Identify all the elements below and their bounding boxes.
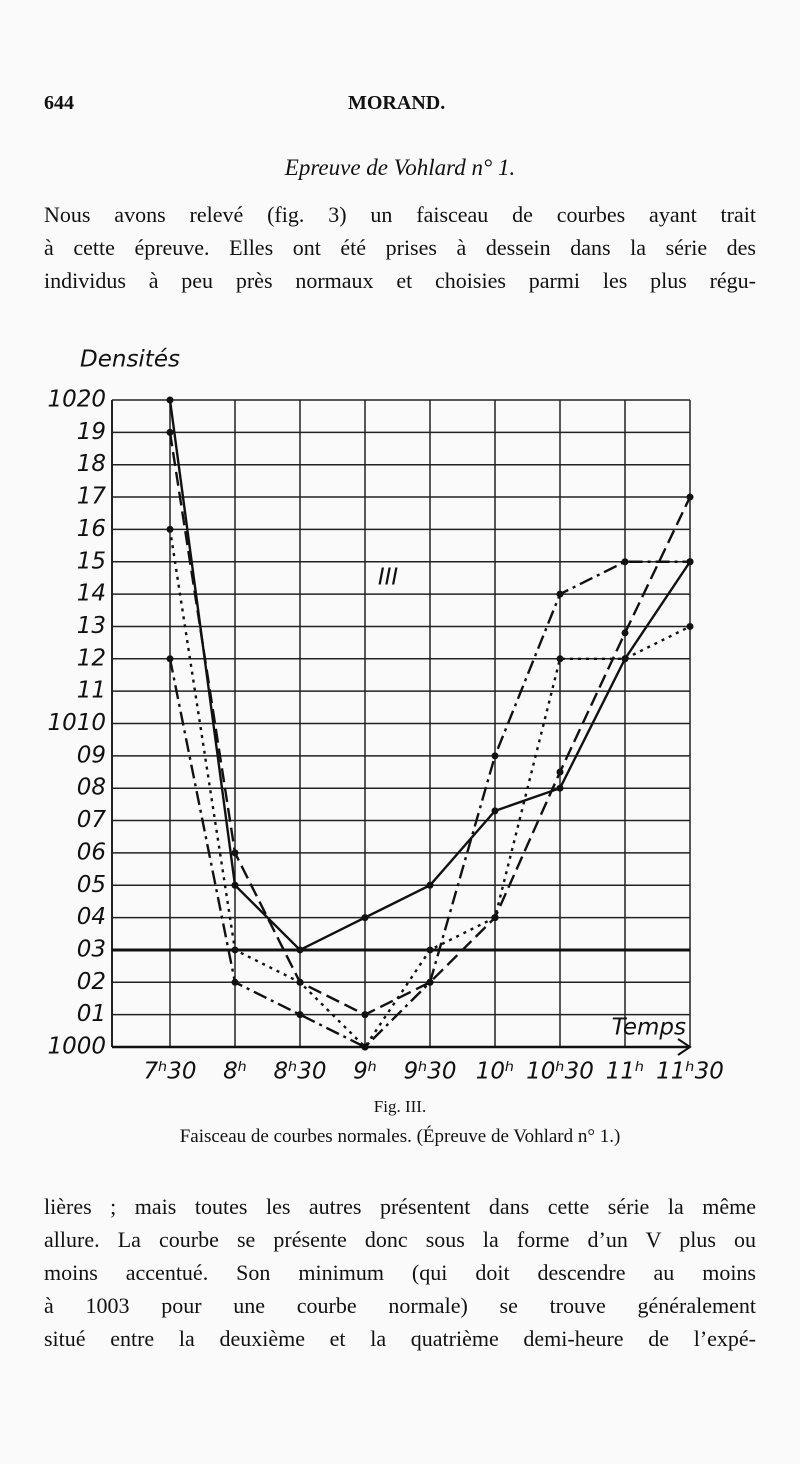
data-point <box>166 396 174 404</box>
x-tick-label: 9ʰ <box>353 1059 377 1085</box>
x-tick-label: 8ʰ30 <box>273 1059 326 1085</box>
data-point <box>556 655 564 663</box>
data-point <box>686 622 694 630</box>
y-tick-label: 08 <box>77 775 106 801</box>
data-point <box>491 807 499 815</box>
data-point <box>231 946 239 954</box>
data-point <box>231 978 239 986</box>
x-tick-label: 9ʰ30 <box>403 1059 456 1085</box>
text-line: lières ; mais toutes les autres présente… <box>44 1194 756 1219</box>
data-point <box>491 752 499 760</box>
y-tick-label: 14 <box>77 581 106 607</box>
y-axis-label: Densités <box>80 347 180 373</box>
annotation: III <box>378 565 399 591</box>
data-point <box>231 849 239 857</box>
data-point <box>686 493 694 501</box>
y-tick-label: 19 <box>77 419 106 445</box>
x-tick-label: 10ʰ <box>476 1059 514 1085</box>
data-point <box>296 946 304 954</box>
data-point <box>556 784 564 792</box>
figure-caption: Faisceau de courbes normales. (Épreuve d… <box>179 1126 621 1147</box>
data-point <box>166 428 174 436</box>
y-tick-label: 07 <box>77 807 107 833</box>
data-point <box>556 590 564 598</box>
y-tick-label: 02 <box>77 969 106 995</box>
y-tick-label: 11 <box>77 678 106 704</box>
text-line: Nous avons relevé (fig. 3) un faisceau d… <box>44 202 756 227</box>
text-line: à cette épreuve. Elles ont été prises à … <box>44 235 756 260</box>
data-point <box>621 655 629 663</box>
data-point <box>361 1011 369 1019</box>
x-tick-label: 10ʰ30 <box>526 1059 594 1085</box>
page-number: 644 <box>44 92 74 114</box>
data-point <box>361 1043 369 1051</box>
series-line <box>168 432 692 1016</box>
data-point <box>491 914 499 922</box>
text-line: situé entre la deuxième et la quatrième … <box>44 1326 756 1351</box>
data-point <box>231 881 239 889</box>
y-tick-label: 1000 <box>47 1034 106 1060</box>
section-title: Epreuve de Vohlard n° 1. <box>284 155 516 180</box>
y-tick-label: 01 <box>77 1001 106 1027</box>
axis-arrow <box>677 1038 692 1056</box>
data-point <box>296 1011 304 1019</box>
x-axis-label: Temps <box>612 1015 686 1041</box>
x-tick-label: 7ʰ30 <box>143 1059 196 1085</box>
data-point <box>361 914 369 922</box>
y-tick-label: 13 <box>77 613 106 639</box>
data-point <box>296 978 304 986</box>
x-tick-label: 8ʰ <box>223 1059 247 1085</box>
figure-label: Fig. III. <box>373 1097 427 1116</box>
text-line: individus à peu près normaux et choisies… <box>44 268 756 293</box>
data-point <box>621 629 629 637</box>
data-point <box>426 978 434 986</box>
data-point <box>166 655 174 663</box>
running-title: MORAND. <box>348 92 446 114</box>
data-point <box>166 525 174 533</box>
series-line <box>168 560 690 1049</box>
data-point <box>686 558 694 566</box>
y-tick-label: 16 <box>77 516 106 542</box>
y-tick-label: 1010 <box>47 710 106 736</box>
y-tick-label: 1020 <box>47 387 106 413</box>
text-line: moins accentué. Son minimum (qui doit de… <box>44 1260 756 1285</box>
text-line: à 1003 pour une courbe normale) se trouv… <box>44 1293 756 1318</box>
data-point <box>426 946 434 954</box>
y-tick-label: 05 <box>77 872 106 898</box>
y-tick-label: 17 <box>77 484 107 510</box>
data-point <box>621 558 629 566</box>
y-tick-label: 09 <box>77 742 106 768</box>
y-tick-label: 04 <box>77 904 106 930</box>
y-tick-label: 03 <box>77 936 106 962</box>
x-tick-label: 11ʰ30 <box>656 1059 724 1085</box>
x-tick-label: 11ʰ <box>606 1059 644 1085</box>
data-point <box>426 881 434 889</box>
y-tick-label: 06 <box>77 839 106 865</box>
y-tick-label: 15 <box>77 548 106 574</box>
data-point <box>556 768 564 776</box>
text-line: allure. La courbe se présente donc sous … <box>44 1227 756 1252</box>
y-tick-label: 18 <box>77 451 106 477</box>
y-tick-label: 12 <box>77 645 106 671</box>
